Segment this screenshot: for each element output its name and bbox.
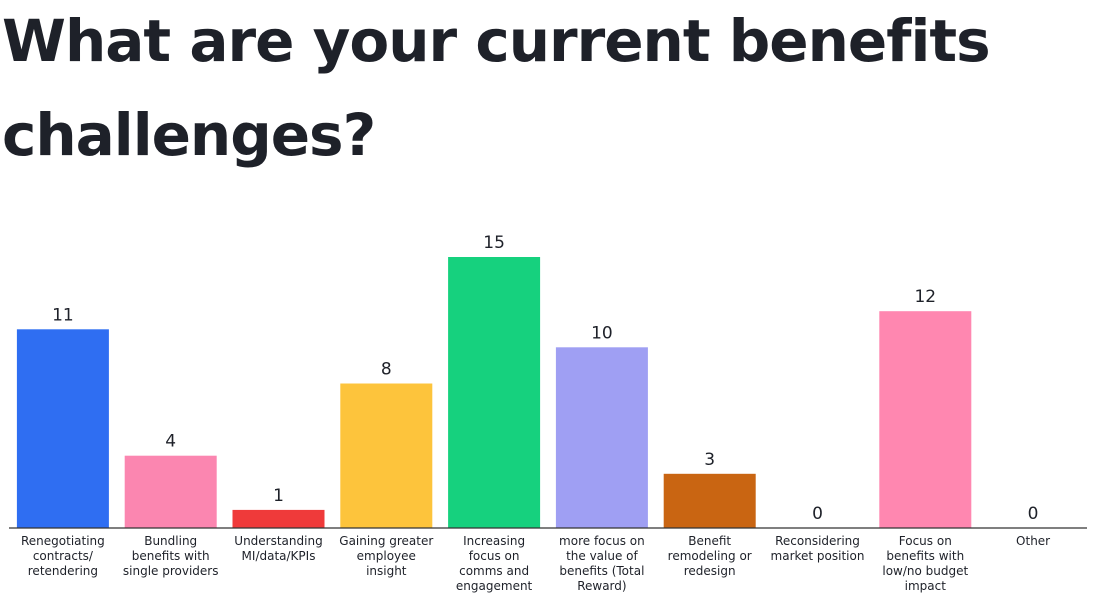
- bar-3: [232, 509, 325, 528]
- bar-4: [340, 383, 433, 528]
- bar-7: [663, 473, 756, 528]
- category-label-10: Other: [1016, 534, 1050, 548]
- value-label-7: 3: [704, 450, 715, 470]
- category-label-6: more focus on the value of benefits (Total…: [559, 534, 645, 593]
- value-label-8: 0: [812, 504, 823, 524]
- bar-1: [16, 329, 109, 528]
- value-label-1: 11: [52, 305, 74, 325]
- value-label-2: 4: [165, 432, 176, 452]
- bar-6: [555, 347, 648, 528]
- category-label-4: Gaining greater employee insight: [339, 534, 433, 578]
- chart-title: What are your current benefits challenge…: [2, 0, 1106, 182]
- value-label-group: 11 4 1 8 15 10 3 0 12 0: [52, 233, 1038, 524]
- value-label-10: 0: [1028, 504, 1039, 524]
- category-label-group: Renegotiating contracts/retendering Bundli…: [21, 534, 1050, 593]
- chart-title-line-2: challenges?: [2, 101, 376, 169]
- category-label-3: Understanding MI/data/KPIs: [234, 534, 322, 563]
- category-label-7: Benefit remodeling or redesign: [668, 534, 752, 578]
- chart-title-line-1: What are your current benefits: [2, 7, 991, 75]
- category-label-5: Increasing focus on comms and engagement: [456, 534, 533, 593]
- value-label-4: 8: [381, 360, 392, 380]
- bar-group: [16, 257, 972, 528]
- bar-5: [448, 257, 541, 528]
- bar-2: [124, 455, 217, 528]
- value-label-9: 12: [914, 287, 936, 307]
- category-label-1: Renegotiating contracts/retendering: [21, 534, 105, 578]
- category-label-2: Bundling benefits with single providers: [123, 534, 219, 578]
- bar-9: [879, 311, 972, 528]
- category-label-9: Focus on benefits with low/no budget impact: [882, 534, 968, 593]
- category-label-8: Reconsidering market position: [771, 534, 865, 563]
- value-label-3: 1: [273, 486, 284, 506]
- value-label-6: 10: [591, 323, 613, 343]
- value-label-5: 15: [483, 233, 505, 253]
